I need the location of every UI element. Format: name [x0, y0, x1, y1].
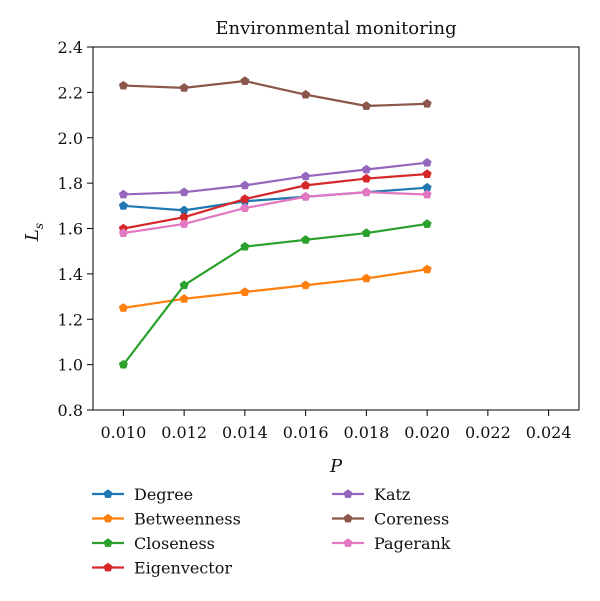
data-point: [422, 169, 432, 178]
data-point: [422, 98, 432, 108]
y-tick-label: 1.8: [58, 174, 83, 193]
legend-marker: [103, 562, 113, 572]
data-point: [301, 191, 311, 201]
y-axis-label: Ls: [22, 223, 46, 242]
series-line: [123, 161, 428, 196]
legend-label: Degree: [134, 485, 193, 504]
data-point: [422, 189, 432, 199]
y-tick-label: 2.0: [58, 129, 83, 148]
y-tick-label: 1.2: [58, 310, 83, 329]
legend-marker: [343, 489, 353, 498]
series-line: [123, 191, 428, 235]
y-axis-label-main: L: [22, 229, 43, 242]
data-point: [422, 157, 432, 167]
legend-label: Closeness: [134, 534, 215, 553]
legend-marker: [103, 489, 113, 498]
data-point: [240, 287, 250, 296]
data-point: [361, 164, 371, 174]
data-point: [179, 219, 189, 228]
series-line: [123, 186, 428, 212]
legend: Degree Betweenness Closeness Eigenvector Kat…: [92, 485, 451, 578]
x-tick-label: 0.016: [283, 423, 329, 442]
y-axis-label-subscript: s: [32, 223, 46, 229]
y-axis: 0.8 1.0 1.2 1.4 1.6 1.8 2.0 2.2 2.4: [58, 38, 93, 420]
series-line: [123, 79, 428, 108]
data-point: [301, 235, 311, 244]
data-point: [179, 83, 189, 92]
legend-label: Betweenness: [134, 510, 241, 529]
data-point: [240, 203, 250, 212]
data-point: [240, 76, 250, 85]
data-point: [301, 280, 311, 290]
legend-item: Degree: [92, 485, 193, 504]
legend-label: Coreness: [374, 510, 449, 529]
data-point: [301, 171, 311, 181]
series-line: [123, 172, 428, 230]
data-point: [361, 228, 371, 237]
data-point: [118, 189, 128, 199]
series-line: [123, 268, 428, 309]
x-axis-label: P: [329, 456, 343, 477]
y-tick-label: 2.2: [58, 83, 83, 102]
x-tick-label: 0.018: [343, 423, 389, 442]
data-point: [118, 303, 128, 312]
y-tick-label: 1.6: [58, 220, 83, 239]
x-tick-label: 0.022: [465, 423, 511, 442]
data-point: [179, 280, 189, 290]
legend-item: Eigenvector: [92, 559, 232, 578]
x-tick-label: 0.020: [404, 423, 450, 442]
svg-text:Ls: Ls: [22, 223, 46, 242]
y-tick-label: 2.4: [58, 38, 83, 57]
legend-item: Katz: [332, 485, 410, 504]
chart-title: Environmental monitoring: [215, 18, 456, 39]
legend-item: Pagerank: [332, 534, 451, 553]
data-point: [240, 180, 250, 190]
data-point: [361, 173, 371, 183]
series-line: [122, 222, 428, 366]
data-point: [301, 89, 311, 99]
x-tick-label: 0.014: [222, 423, 268, 442]
data-point: [179, 187, 189, 197]
legend-marker: [103, 538, 113, 547]
data-point: [422, 264, 432, 274]
data-point: [361, 187, 371, 197]
y-tick-label: 0.8: [58, 401, 83, 420]
legend-label: Katz: [374, 485, 410, 504]
data-point: [301, 180, 311, 190]
data-point: [361, 273, 371, 283]
data-point: [118, 80, 128, 90]
series-betweenness: [118, 264, 432, 312]
series-katz: [118, 157, 432, 199]
legend-item: Closeness: [92, 534, 215, 553]
data-point: [118, 359, 128, 369]
legend-label: Eigenvector: [134, 559, 232, 578]
legend-item: Betweenness: [92, 510, 241, 529]
x-tick-label: 0.024: [526, 423, 572, 442]
series-degree: [118, 182, 432, 215]
data-point: [240, 194, 250, 203]
series-pagerank: [118, 187, 432, 237]
data-point: [118, 201, 128, 210]
y-tick-label: 1.0: [58, 356, 83, 375]
plot-area: [92, 46, 580, 411]
data-point: [118, 228, 128, 237]
series-eigenvector: [118, 169, 432, 233]
data-point: [240, 241, 250, 251]
x-tick-label: 0.012: [161, 423, 207, 442]
series-closeness: [118, 219, 432, 369]
legend-label: Pagerank: [374, 534, 451, 553]
series-layer: [118, 76, 432, 369]
x-axis: 0.010 0.012 0.014 0.016 0.018 0.020 0.022 0.024: [100, 410, 572, 442]
legend-marker: [103, 513, 113, 523]
x-tick-label: 0.010: [100, 423, 146, 442]
legend-marker: [343, 513, 353, 523]
y-tick-label: 1.4: [58, 265, 83, 284]
data-point: [179, 294, 189, 303]
legend-marker: [343, 538, 353, 547]
legend-item: Coreness: [332, 510, 449, 529]
data-point: [361, 101, 371, 110]
series-coreness: [118, 76, 432, 110]
data-point: [422, 219, 432, 228]
